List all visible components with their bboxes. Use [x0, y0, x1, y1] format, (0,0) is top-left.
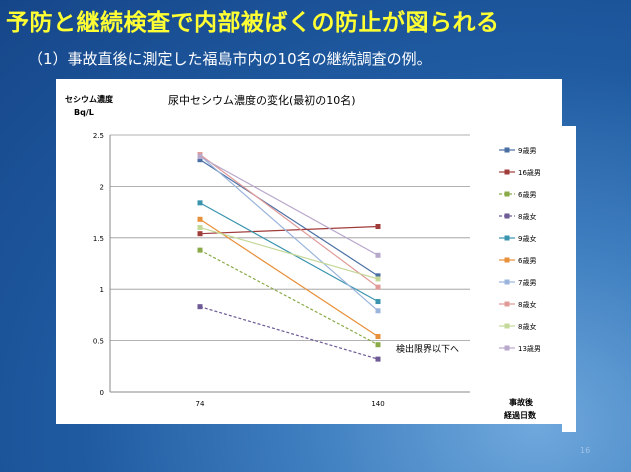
- y-tick-label: 1: [100, 286, 104, 294]
- legend-marker: [504, 191, 510, 197]
- data-point: [375, 299, 381, 305]
- data-point: [197, 225, 203, 231]
- data-point: [197, 247, 203, 253]
- legend-marker: [504, 257, 510, 263]
- data-point: [197, 157, 203, 163]
- x-axis-label-1: 事故後: [509, 397, 534, 407]
- legend-marker: [504, 323, 510, 329]
- series-line: [199, 159, 379, 277]
- x-tick-label: 140: [371, 400, 384, 408]
- series-line: [199, 249, 379, 346]
- series-line: [199, 155, 379, 312]
- slide-title: 予防と継続検査で内部被ばくの防止が図られる: [6, 10, 500, 36]
- data-point: [375, 333, 381, 339]
- data-point: [197, 231, 203, 237]
- legend-entry: 7歳男: [518, 278, 536, 287]
- legend-entry: 13歳男: [518, 344, 541, 353]
- data-point: [197, 304, 203, 310]
- legend-entry: 8歳女: [518, 212, 536, 221]
- legend-marker: [504, 279, 510, 285]
- legend-marker: [504, 235, 510, 241]
- series-line: [199, 225, 379, 235]
- data-point: [375, 356, 381, 362]
- legend-entry: 9歳女: [518, 234, 536, 243]
- legend-entry: 6歳男: [518, 190, 536, 199]
- legend-marker: [504, 147, 510, 153]
- chart-annotation: 検出限界以下へ: [396, 343, 459, 355]
- legend-marker: [504, 301, 510, 307]
- legend-entry: 8歳女: [518, 300, 536, 309]
- series-line: [199, 226, 379, 280]
- legend-marker: [504, 213, 510, 219]
- y-axis-label-1: セシウム濃度: [65, 94, 114, 104]
- series-line: [199, 154, 379, 288]
- series-line: [199, 218, 379, 337]
- x-tick-label: 74: [196, 400, 205, 408]
- data-point: [375, 223, 381, 229]
- data-point: [375, 273, 381, 279]
- legend-marker: [504, 345, 510, 351]
- data-point: [375, 308, 381, 314]
- legend-entry: 9歳男: [518, 146, 536, 155]
- series-line: [199, 156, 379, 256]
- legend-marker: [504, 169, 510, 175]
- y-tick-label: 2: [100, 183, 104, 191]
- data-point: [375, 276, 381, 282]
- chart-panel: [56, 79, 562, 424]
- x-axis-label-2: 経過日数: [504, 410, 537, 420]
- data-point: [375, 342, 381, 348]
- series-line: [199, 306, 379, 360]
- legend-entry: 8歳女: [518, 322, 536, 331]
- legend-entry: 6歳男: [518, 256, 536, 265]
- legend-entry: 16歳男: [518, 168, 541, 177]
- y-tick-label: 1.5: [93, 235, 104, 243]
- chart-panel-extension: [562, 126, 576, 432]
- y-axis-label-2: Bq/L: [74, 108, 94, 117]
- y-tick-label: 0.5: [93, 338, 104, 346]
- data-point: [375, 284, 381, 290]
- slide-page-number: 16: [580, 446, 591, 455]
- data-point: [197, 200, 203, 206]
- y-tick-label: 0: [100, 389, 104, 397]
- chart-title: 尿中セシウム濃度の変化(最初の10名): [168, 93, 356, 107]
- data-point: [197, 216, 203, 222]
- data-point: [197, 154, 203, 160]
- data-point: [375, 252, 381, 258]
- slide-subtitle: （1）事故直後に測定した福島市内の10名の継続調査の例。: [28, 50, 432, 68]
- y-tick-label: 2.5: [93, 132, 104, 140]
